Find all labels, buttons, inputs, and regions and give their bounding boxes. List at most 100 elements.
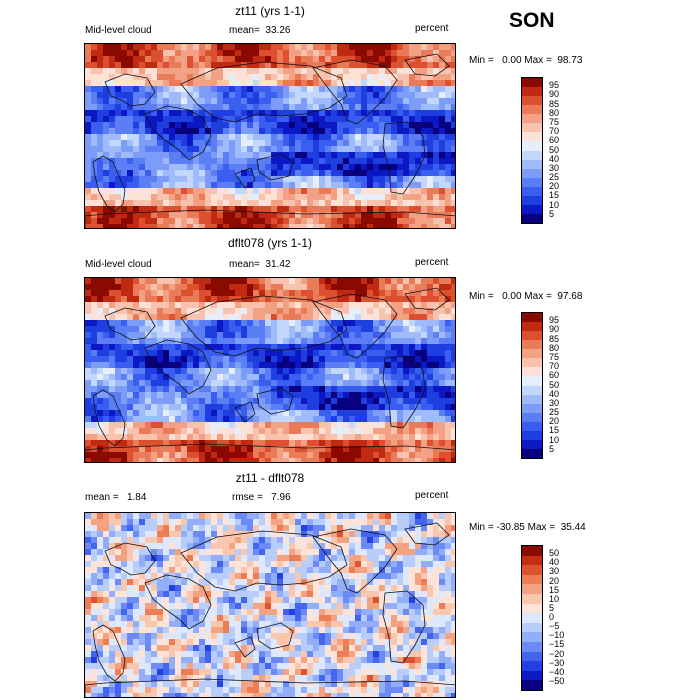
field-cell <box>373 525 380 532</box>
field-cell <box>241 392 248 399</box>
field-cell <box>373 362 380 369</box>
field-cell <box>307 188 314 195</box>
field-cell <box>253 206 260 213</box>
field-cell <box>325 446 332 453</box>
field-cell <box>139 326 146 333</box>
field-cell <box>451 284 455 291</box>
field-cell <box>199 176 206 183</box>
field-cell <box>373 164 380 171</box>
field-cell <box>121 308 128 315</box>
field-cell <box>385 609 392 616</box>
field-cell <box>133 44 140 51</box>
field-cell <box>373 122 380 129</box>
field-cell <box>265 434 272 441</box>
field-cell <box>85 416 92 423</box>
field-cell <box>301 434 308 441</box>
field-cell <box>445 278 452 285</box>
field-cell <box>439 146 446 153</box>
field-cell <box>133 549 140 556</box>
field-cell <box>229 146 236 153</box>
field-cell <box>121 398 128 405</box>
field-cell <box>361 140 368 147</box>
field-cell <box>115 44 122 51</box>
field-cell <box>379 308 386 315</box>
field-cell <box>361 416 368 423</box>
field-cell <box>127 56 134 63</box>
field-cell <box>91 543 98 550</box>
field-cell <box>343 368 350 375</box>
field-cell <box>343 392 350 399</box>
field-cell <box>151 326 158 333</box>
field-cell <box>307 86 314 93</box>
field-cell <box>181 164 188 171</box>
field-cell <box>133 116 140 123</box>
field-cell <box>421 194 428 201</box>
field-cell <box>361 80 368 87</box>
field-cell <box>349 428 356 435</box>
field-cell <box>91 549 98 556</box>
field-cell <box>385 452 392 459</box>
field-cell <box>175 152 182 159</box>
field-cell <box>373 543 380 550</box>
field-cell <box>85 194 92 201</box>
field-cell <box>289 434 296 441</box>
field-cell <box>151 86 158 93</box>
field-cell <box>121 224 128 228</box>
field-cell <box>109 110 116 117</box>
field-cell <box>301 338 308 345</box>
field-cell <box>319 104 326 111</box>
field-cell <box>367 68 374 75</box>
field-cell <box>391 284 398 291</box>
field-cell <box>367 597 374 604</box>
field-cell <box>205 62 212 69</box>
field-cell <box>409 92 416 99</box>
field-cell <box>115 92 122 99</box>
field-cell <box>313 567 320 574</box>
field-cell <box>235 68 242 75</box>
field-cell <box>421 86 428 93</box>
field-cell <box>91 278 98 285</box>
field-cell <box>145 122 152 129</box>
field-cell <box>169 74 176 81</box>
field-cell <box>169 50 176 57</box>
field-cell <box>121 519 128 526</box>
field-cell <box>205 206 212 213</box>
field-cell <box>265 278 272 285</box>
field-cell <box>445 368 452 375</box>
field-cell <box>217 380 224 387</box>
field-cell <box>157 615 164 622</box>
field-cell <box>415 525 422 532</box>
field-cell <box>133 98 140 105</box>
field-cell <box>427 338 434 345</box>
field-cell <box>223 458 230 462</box>
field-cell <box>115 194 122 201</box>
field-cell <box>181 92 188 99</box>
field-cell <box>199 422 206 429</box>
field-cell <box>301 110 308 117</box>
field-cell <box>325 513 332 520</box>
field-cell <box>433 561 440 568</box>
field-cell <box>301 128 308 135</box>
field-cell <box>109 170 116 177</box>
field-cell <box>301 44 308 51</box>
field-cell <box>97 597 104 604</box>
field-cell <box>247 356 254 363</box>
field-cell <box>139 218 146 225</box>
field-cell <box>421 398 428 405</box>
field-cell <box>97 170 104 177</box>
field-cell <box>307 218 314 225</box>
field-cell <box>283 92 290 99</box>
field-cell <box>139 615 146 622</box>
field-cell <box>229 128 236 135</box>
coastlines <box>85 53 455 228</box>
field-cell <box>115 308 122 315</box>
field-cell <box>235 368 242 375</box>
field-cell <box>385 74 392 81</box>
field-cell <box>103 513 110 520</box>
field-cell <box>319 543 326 550</box>
field-cell <box>403 86 410 93</box>
field-cell <box>235 404 242 411</box>
field-cell <box>205 56 212 63</box>
field-cell <box>109 98 116 105</box>
field-cell <box>265 561 272 568</box>
